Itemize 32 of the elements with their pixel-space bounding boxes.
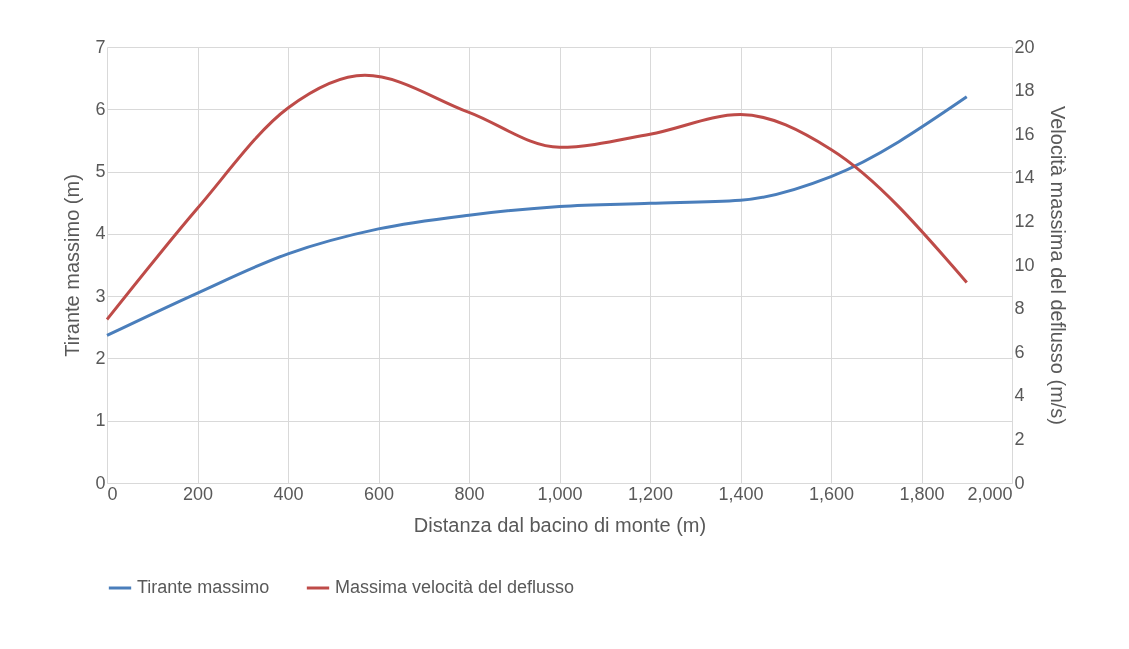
y2-tick-label: 4 [1014,385,1025,406]
x-tick-label: 1,200 [627,483,674,504]
y2-tick-label: 10 [1014,254,1035,275]
x-tick-label: 1,800 [899,483,945,504]
y2-tick-label: 14 [1014,167,1035,188]
y-tick-label: 7 [95,36,106,57]
y2-tick-label: 20 [1014,36,1035,57]
y2-tick-label: 2 [1014,428,1025,449]
x-tick-label: 800 [454,483,485,504]
y-tick-label: 4 [95,223,106,244]
y-axis-title: Tirante massimo (m) [61,174,84,357]
x-tick-label: 400 [273,483,304,504]
y2-tick-label: 16 [1014,123,1035,144]
y2-tick-label: 8 [1014,298,1025,319]
x-axis-title: Distanza dal bacino di monte (m) [413,513,707,536]
y2-axis-title: Velocità massima del deflusso (m/s) [1046,105,1069,426]
y2-tick-label: 12 [1014,210,1035,231]
legend-label: Tirante massimo [137,577,270,597]
x-tick-label: 600 [363,483,395,504]
x-tick-label: 1,000 [537,483,583,504]
y-tick-label: 3 [95,285,106,306]
y-tick-label: 6 [95,98,106,119]
y2-tick-label: 18 [1014,80,1035,101]
legend-label: Massima velocità del deflusso [335,577,575,597]
x-tick-label: 1,400 [718,483,764,504]
x-tick-label: 200 [182,483,214,504]
x-tick-label: 2,000 [967,483,1013,504]
y-tick-label: 2 [95,347,106,368]
y2-tick-label: 6 [1014,341,1025,362]
y-tick-label: 5 [95,161,106,182]
y-tick-label: 1 [95,410,106,431]
x-tick-label: 1,600 [808,483,855,504]
